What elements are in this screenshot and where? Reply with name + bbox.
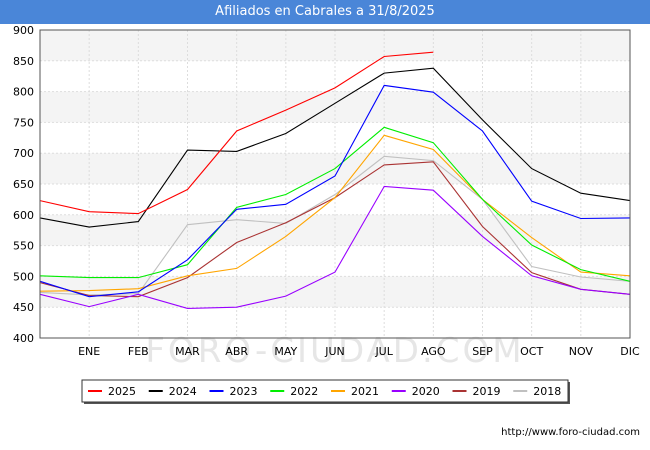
y-tick-label: 850 (13, 55, 34, 68)
series-line-2025 (39, 51, 434, 215)
legend-label-2018: 2018 (533, 385, 561, 398)
x-tick-label: MAR (175, 345, 200, 358)
chart-title: Afiliados en Cabrales a 31/8/2025 (0, 0, 650, 24)
legend-box (81, 379, 569, 403)
x-tick-label: AGO (421, 345, 446, 358)
legend-label-2023: 2023 (230, 385, 258, 398)
legend-label-2021: 2021 (351, 385, 379, 398)
y-tick-label: 750 (13, 116, 34, 129)
series-line-2023 (39, 84, 631, 298)
y-tick-label: 400 (13, 332, 34, 345)
legend-label-2025: 2025 (108, 385, 136, 398)
x-tick-label: OCT (520, 345, 543, 358)
legend-label-2020: 2020 (412, 385, 440, 398)
series-line-2022 (39, 126, 631, 282)
x-tick-label: JUL (374, 345, 393, 358)
x-tick-label: SEP (472, 345, 493, 358)
x-tick-label: NOV (569, 345, 594, 358)
y-tick-label: 800 (13, 86, 34, 99)
x-tick-label: MAY (274, 345, 297, 358)
y-tick-label: 900 (13, 24, 34, 37)
legend-label-2019: 2019 (473, 385, 501, 398)
series-line-2020 (39, 185, 631, 309)
x-tick-label: DIC (620, 345, 640, 358)
y-tick-label: 600 (13, 209, 34, 222)
x-tick-label: JUN (324, 345, 345, 358)
plot-frame (39, 29, 631, 339)
y-tick-label: 500 (13, 270, 34, 283)
y-tick-label: 450 (13, 301, 34, 314)
series-line-2021 (39, 134, 631, 292)
source-url: http://www.foro-ciudad.com (501, 427, 640, 438)
x-tick-label: ENE (78, 345, 100, 358)
y-tick-label: 700 (13, 147, 34, 160)
series-line-2018 (39, 155, 631, 296)
legend-label-2022: 2022 (290, 385, 318, 398)
series-line-2024 (39, 67, 631, 228)
x-tick-label: ABR (225, 345, 248, 358)
y-tick-label: 550 (13, 240, 34, 253)
x-tick-label: FEB (128, 345, 149, 358)
legend-label-2024: 2024 (169, 385, 197, 398)
y-tick-label: 650 (13, 178, 34, 191)
